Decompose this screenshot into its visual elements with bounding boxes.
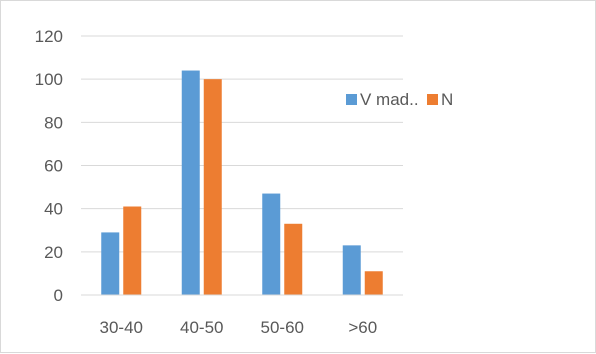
bars xyxy=(101,70,383,296)
y-tick-label: 120 xyxy=(35,27,63,46)
bar-v-mad->60 xyxy=(342,245,361,295)
x-tick-label: >60 xyxy=(348,318,377,337)
bar-v-mad-30-40 xyxy=(101,232,120,295)
bar-n-50-60 xyxy=(284,223,303,295)
bar-v-mad-50-60 xyxy=(262,193,281,295)
x-tick-label: 30-40 xyxy=(100,318,143,337)
y-tick-label: 20 xyxy=(44,243,63,262)
y-tick-label: 40 xyxy=(44,200,63,219)
y-tick-label: 0 xyxy=(54,286,63,305)
legend-label-v-mad: V mad.. xyxy=(360,90,419,109)
y-tick-label: 100 xyxy=(35,70,63,89)
legend-swatch-n xyxy=(427,94,438,105)
axes: 0 20 40 60 80 100 120 30-40 40-50 50-60 >60 xyxy=(35,27,403,337)
x-tick-label: 50-60 xyxy=(261,318,304,337)
legend-swatch-v-mad xyxy=(346,94,357,105)
legend: V mad.. N xyxy=(346,90,453,109)
x-tick-label: 40-50 xyxy=(180,318,223,337)
y-tick-label: 60 xyxy=(44,157,63,176)
bar-v-mad-40-50 xyxy=(181,70,200,296)
bar-n->60 xyxy=(364,271,383,295)
legend-label-n: N xyxy=(441,90,453,109)
bar-n-30-40 xyxy=(123,206,142,295)
y-tick-label: 80 xyxy=(44,113,63,132)
bar-n-40-50 xyxy=(203,79,222,296)
